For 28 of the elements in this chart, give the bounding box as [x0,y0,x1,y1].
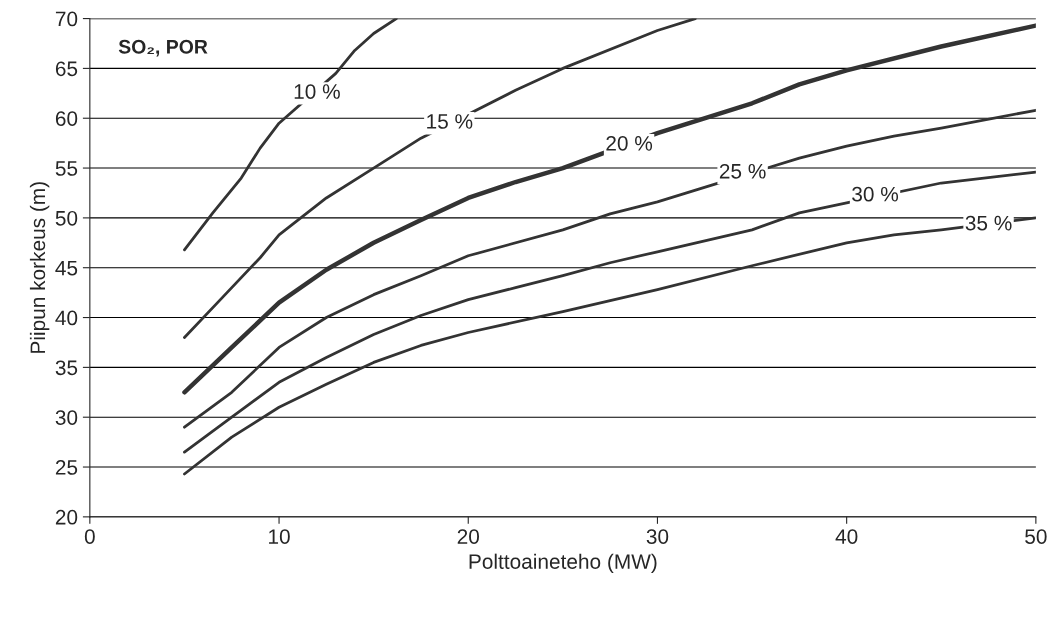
y-tick-label: 25 [55,460,78,475]
x-axis-title: Polttoaineteho (MW) [469,553,657,574]
x-tick-label: 30 [646,529,669,544]
y-tick-label: 70 [55,11,78,27]
y-tick-label: 60 [55,111,78,126]
y-tick-label: 55 [55,161,78,176]
y-tick-label: 40 [55,310,78,326]
x-tick-label: 20 [457,529,480,544]
x-tick-label: 0 [84,529,95,544]
line-series [183,108,1036,429]
annotation: 10 % [294,84,340,99]
y-tick-label: 20 [55,509,78,525]
annotation: 25 % [719,163,766,179]
x-tick-label: 50 [1025,529,1047,544]
y-axis-title: Piipun korkeus (m) [29,182,50,353]
y-tick-label: 65 [55,61,78,77]
annotation: 20 % [606,135,653,151]
annotation: 30 % [852,186,899,202]
y-tick-label: 35 [55,360,78,376]
y-tick-label: 45 [55,260,78,276]
line-series [183,216,1036,476]
y-tick-label: 30 [55,410,78,425]
x-tick-label: 40 [835,529,858,544]
annotation: 15 % [427,114,473,129]
annotation: 35 % [965,215,1012,231]
annotation: SO₂, POR [118,39,208,57]
y-tick-label: 50 [55,210,78,226]
x-tick-label: 10 [269,529,290,544]
